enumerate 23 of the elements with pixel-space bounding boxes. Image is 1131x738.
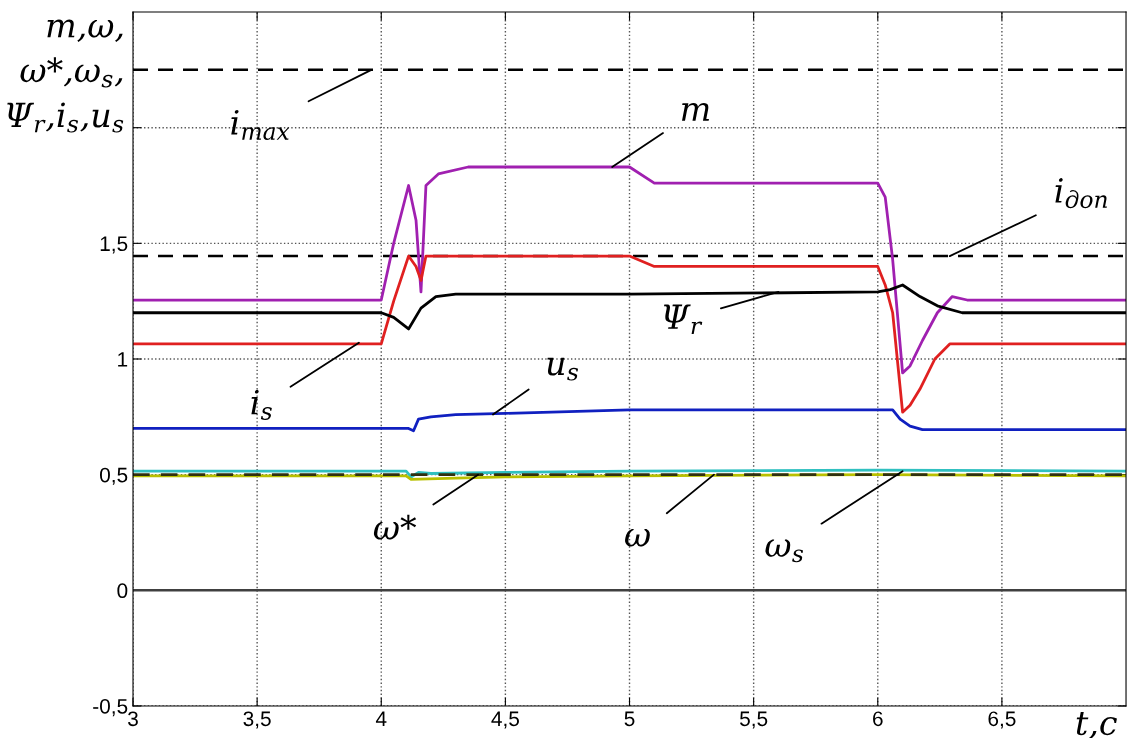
annotation: Ψ$_{r}$	[664, 304, 703, 335]
x-tick-label: 5	[624, 711, 635, 727]
y-tick-label: 1,5	[100, 236, 128, 254]
y-tick-label: -0,5	[93, 698, 128, 717]
annotation: i$_{s}$	[251, 389, 272, 420]
y-tick-label: 0	[117, 583, 128, 599]
annotation: ω$_{s}$	[765, 539, 804, 563]
x-tick-label: 4,5	[491, 711, 519, 729]
x-tick-label: 4	[375, 711, 387, 726]
annotation: ω*	[373, 514, 417, 540]
annotation: i$_{доп}$	[1055, 178, 1107, 209]
y-tick-label: 0,5	[100, 467, 128, 485]
annotation: ω	[625, 529, 650, 547]
x-tick-label: 6,5	[988, 711, 1016, 729]
x-tick-label: 5,5	[740, 711, 768, 729]
annotation: m	[682, 102, 709, 121]
x-tick-label: 6	[873, 711, 883, 727]
annotation: i$_{max}$	[231, 109, 290, 140]
x-tick-label: 3,5	[243, 711, 271, 729]
annotation: u$_{s}$	[547, 357, 579, 381]
text: m,ω, ω*,ω$_{s}$, Ψ$_{r}$,i$_{s}$,u$_{s}$	[7, 19, 124, 133]
x-tick-label: 3	[128, 711, 138, 727]
y-tick-label: 1	[118, 352, 128, 367]
